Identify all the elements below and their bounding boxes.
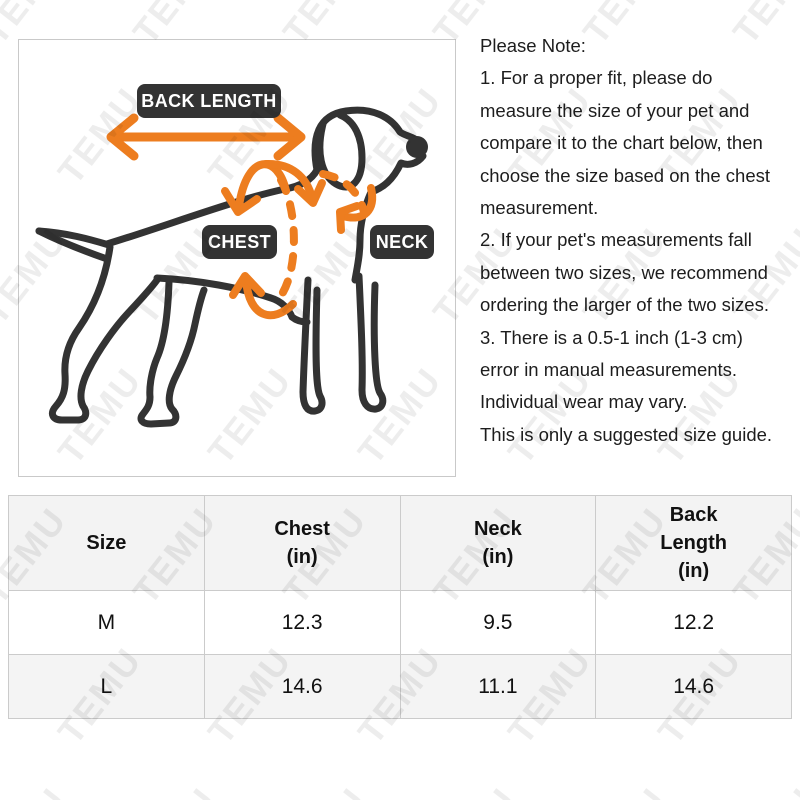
cell-chest: 14.6 xyxy=(203,654,401,719)
table-row-size-l: L 14.6 11.1 14.6 xyxy=(8,654,792,719)
note-line: Please Note: xyxy=(480,35,586,56)
cell-chest: 12.3 xyxy=(203,590,401,655)
note-line: measurement. xyxy=(480,197,599,219)
temu-watermark: TEMU xyxy=(425,780,526,800)
dog-nose xyxy=(406,136,428,158)
cell-back-length: 14.6 xyxy=(595,654,792,719)
neck-measure-arrows-icon xyxy=(319,170,377,234)
note-line: 3. There is a 0.5-1 inch (1-3 cm) xyxy=(480,326,743,348)
cell-size: M xyxy=(8,590,205,655)
temu-watermark: TEMU xyxy=(125,780,226,800)
note-line: error in manual measurements. xyxy=(480,359,738,381)
back-length-label: BACK LENGTH xyxy=(137,84,281,118)
back-length-arrow-icon xyxy=(106,113,306,161)
table-row-size-m: M 12.3 9.5 12.2 xyxy=(8,590,792,655)
note-line: Individual wear may vary. xyxy=(480,391,688,413)
temu-watermark: TEMU xyxy=(575,780,676,800)
cell-back-length: 12.2 xyxy=(595,590,792,655)
col-header-chest: Chest (in) xyxy=(203,495,401,591)
note-line: measure the size of your pet and xyxy=(480,99,750,121)
dog-measurement-illustration xyxy=(35,106,428,428)
size-table-header-row: Size Chest (in) Neck (in) Back Length (i… xyxy=(8,495,792,591)
note-line: 2. If your pet's measurements fall xyxy=(480,229,752,251)
size-table: Size Chest (in) Neck (in) Back Length (i… xyxy=(8,495,792,719)
note-line: choose the size based on the chest xyxy=(480,164,771,186)
note-line: between two sizes, we recommend xyxy=(480,261,768,283)
note-line: This is only a suggested size guide. xyxy=(480,423,773,445)
neck-label: NECK xyxy=(370,225,434,259)
cell-neck: 11.1 xyxy=(399,654,597,719)
cell-size: L xyxy=(8,654,205,719)
dog-outline-icon xyxy=(35,106,428,428)
note-line: compare it to the chart below, then xyxy=(480,132,763,154)
note-line: ordering the larger of the two sizes. xyxy=(480,294,769,316)
temu-watermark: TEMU xyxy=(275,780,376,800)
chest-measure-arrows-icon xyxy=(221,159,326,320)
cell-neck: 9.5 xyxy=(399,590,597,655)
chest-label: CHEST xyxy=(202,225,277,259)
temu-watermark: TEMU xyxy=(725,780,800,800)
col-header-back-length: Back Length (in) xyxy=(595,495,792,591)
temu-watermark: TEMU xyxy=(0,780,75,800)
measurement-diagram-panel: BACK LENGTH CHEST NECK xyxy=(18,39,456,477)
col-header-neck: Neck (in) xyxy=(399,495,597,591)
note-line: 1. For a proper fit, please do xyxy=(480,67,713,89)
please-note-text: Please Note: 1. For a proper fit, please… xyxy=(480,30,798,451)
col-header-size: Size xyxy=(8,495,205,591)
